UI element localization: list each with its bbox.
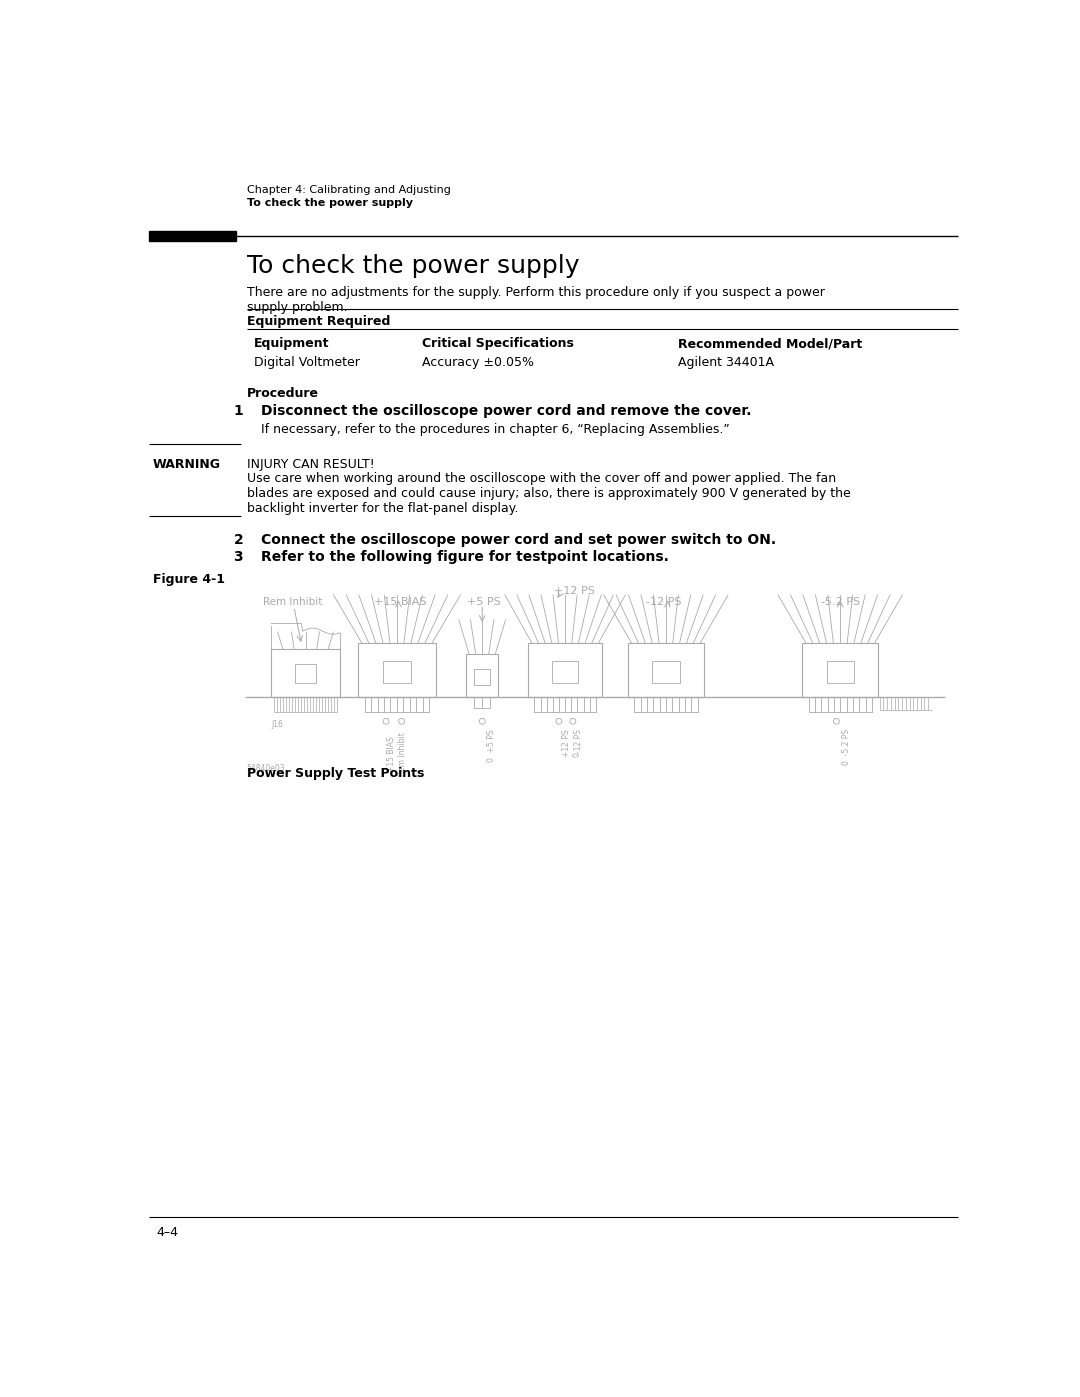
Text: Connect the oscilloscope power cord and set power switch to ON.: Connect the oscilloscope power cord and …: [261, 534, 777, 548]
Text: Procedure: Procedure: [247, 387, 320, 400]
Text: Rem Inhibit: Rem Inhibit: [262, 597, 322, 606]
Text: 3: 3: [233, 550, 243, 564]
Text: -12 PS: -12 PS: [575, 729, 583, 753]
Text: J16: J16: [271, 719, 283, 729]
Text: If necessary, refer to the procedures in chapter 6, “Replacing Assemblies.”: If necessary, refer to the procedures in…: [261, 422, 730, 436]
Text: 4–4: 4–4: [157, 1227, 178, 1239]
Text: Agilent 34401A: Agilent 34401A: [677, 356, 773, 369]
Bar: [271, 648, 339, 697]
Bar: [474, 669, 490, 686]
Text: Accuracy ±0.05%: Accuracy ±0.05%: [422, 356, 534, 369]
Text: 0  +5 PS: 0 +5 PS: [487, 729, 496, 761]
Text: 0  -5.2 PS: 0 -5.2 PS: [841, 729, 851, 766]
Text: To check the power supply: To check the power supply: [247, 197, 414, 208]
Bar: [296, 664, 315, 683]
Text: +12 PS: +12 PS: [554, 585, 595, 595]
Bar: [627, 643, 704, 697]
Text: Disconnect the oscilloscope power cord and remove the cover.: Disconnect the oscilloscope power cord a…: [261, 404, 752, 418]
Text: WARNING: WARNING: [153, 458, 220, 471]
Text: +15 BIAS
Rem Inhibit: +15 BIAS Rem Inhibit: [388, 732, 407, 775]
Text: Use care when working around the oscilloscope with the cover off and power appli: Use care when working around the oscillo…: [247, 472, 851, 514]
Text: There are no adjustments for the supply. Perform this procedure only if you susp: There are no adjustments for the supply.…: [247, 286, 825, 314]
Bar: [552, 661, 579, 683]
Text: -5.2 PS: -5.2 PS: [821, 597, 860, 606]
Text: Equipment Required: Equipment Required: [247, 314, 391, 328]
Text: INJURY CAN RESULT!: INJURY CAN RESULT!: [247, 458, 375, 471]
Text: +12 PS
0: +12 PS 0: [562, 729, 581, 757]
Text: 2: 2: [233, 534, 243, 548]
Bar: [149, 231, 235, 240]
Bar: [383, 661, 410, 683]
Text: +5 PS: +5 PS: [467, 597, 500, 606]
Text: Power Supply Test Points: Power Supply Test Points: [247, 767, 424, 781]
Text: Critical Specifications: Critical Specifications: [422, 337, 573, 351]
Text: -12 PS: -12 PS: [647, 597, 681, 606]
Bar: [652, 661, 679, 683]
Text: To check the power supply: To check the power supply: [247, 254, 580, 278]
Bar: [528, 643, 602, 697]
Text: 1: 1: [233, 404, 243, 418]
Bar: [802, 643, 878, 697]
Bar: [826, 661, 854, 683]
Bar: [465, 654, 499, 697]
Text: Equipment: Equipment: [254, 337, 329, 351]
Text: Digital Voltmeter: Digital Voltmeter: [254, 356, 360, 369]
Text: Chapter 4: Calibrating and Adjusting: Chapter 4: Calibrating and Adjusting: [247, 184, 451, 194]
Text: 54840e03: 54840e03: [246, 764, 285, 773]
Bar: [359, 643, 435, 697]
Text: Recommended Model/Part: Recommended Model/Part: [677, 337, 862, 351]
Text: Refer to the following figure for testpoint locations.: Refer to the following figure for testpo…: [261, 550, 670, 564]
Text: +15 BIAS: +15 BIAS: [374, 597, 427, 606]
Text: Figure 4-1: Figure 4-1: [153, 573, 225, 587]
